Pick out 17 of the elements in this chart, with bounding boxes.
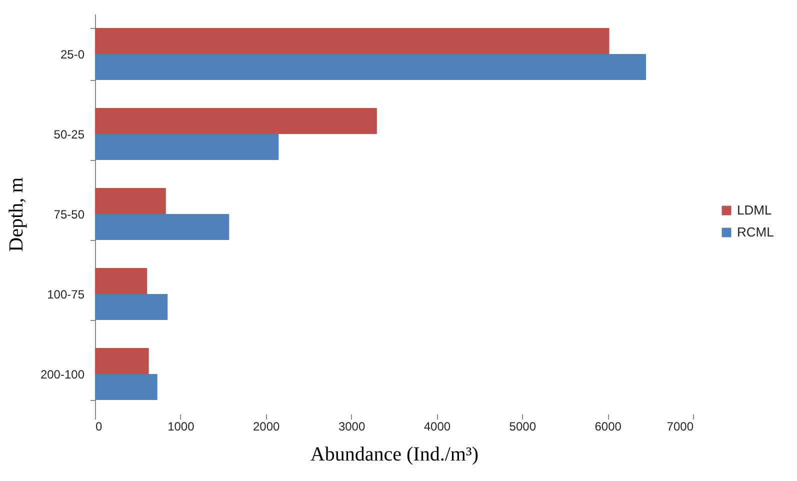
- x-tick-label: 7000: [666, 420, 694, 434]
- y-axis-title: Depth, m: [5, 176, 28, 252]
- y-tick-label: 200-100: [40, 368, 85, 382]
- y-tick-label: 50-25: [54, 128, 85, 142]
- x-tick-label: 2000: [253, 420, 280, 434]
- x-tick-label: 1000: [168, 420, 195, 434]
- x-tick-label: 6000: [594, 420, 622, 434]
- x-axis-title: Abundance (Ind./m³): [310, 444, 479, 466]
- legend-label: LDML: [737, 202, 772, 218]
- y-tick-label: 100-75: [47, 288, 85, 302]
- x-tick-label: 4000: [424, 420, 451, 434]
- x-tick-label: 5000: [509, 420, 536, 434]
- legend-label: RCML: [737, 224, 774, 240]
- x-tick-label: 0: [96, 420, 102, 434]
- y-tick-label: 25-0: [60, 48, 85, 62]
- x-tick-label: 3000: [338, 420, 366, 434]
- y-tick-label: 75-50: [54, 208, 85, 222]
